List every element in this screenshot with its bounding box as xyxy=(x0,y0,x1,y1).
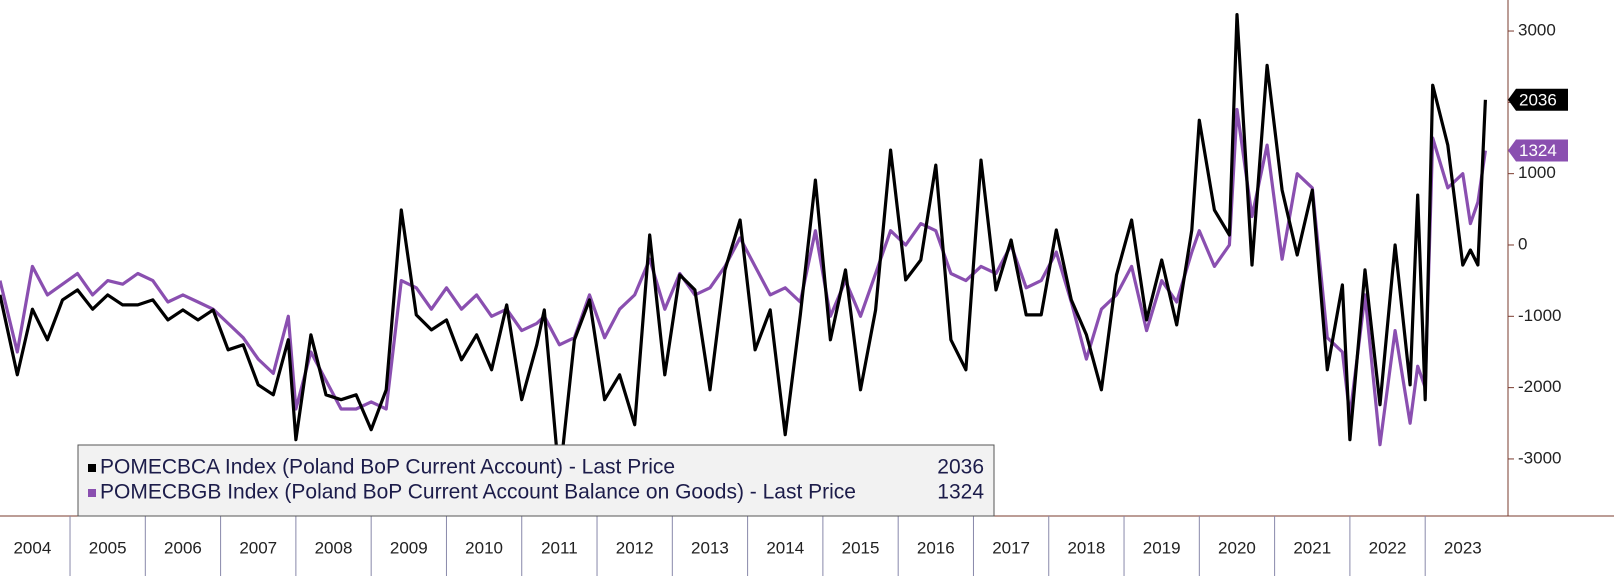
y-tick-label: -3000 xyxy=(1518,448,1561,467)
x-tick-label: 2011 xyxy=(541,538,578,557)
y-tick-label: -2000 xyxy=(1518,377,1561,396)
series-line xyxy=(0,13,1487,482)
last-value-tag xyxy=(1508,139,1568,162)
x-tick-label: 2013 xyxy=(691,538,729,557)
plot xyxy=(0,13,1487,482)
legend-marker xyxy=(88,464,96,472)
last-value-tag xyxy=(1508,88,1568,111)
x-tick-label: 2016 xyxy=(917,538,955,557)
x-tick-label: 2014 xyxy=(766,538,804,557)
legend-value: 2036 xyxy=(937,456,984,479)
y-tick-label: 3000 xyxy=(1518,21,1556,40)
series-line xyxy=(0,107,1487,447)
x-tick-label: 2023 xyxy=(1444,538,1482,557)
y-tick-label: 1000 xyxy=(1518,163,1556,182)
last-value-label: 1324 xyxy=(1519,141,1557,160)
x-tick-label: 2008 xyxy=(315,538,353,557)
x-tick-label: 2015 xyxy=(842,538,880,557)
legend-label: POMECBCA Index (Poland BoP Current Accou… xyxy=(100,456,675,479)
x-tick-label: 2004 xyxy=(13,538,51,557)
x-tick-label: 2018 xyxy=(1067,538,1105,557)
x-tick-label: 2012 xyxy=(616,538,654,557)
x-tick-label: 2005 xyxy=(89,538,127,557)
legend-marker xyxy=(88,489,96,497)
legend-value: 1324 xyxy=(937,481,984,504)
x-tick-label: 2007 xyxy=(239,538,277,557)
y-tick-label: 0 xyxy=(1518,234,1527,253)
legend-label: POMECBGB Index (Poland BoP Current Accou… xyxy=(100,481,856,504)
x-tick-label: 2022 xyxy=(1369,538,1407,557)
legend-box xyxy=(77,444,995,517)
x-tick-label: 2010 xyxy=(465,538,503,557)
y-tick-label: -1000 xyxy=(1518,306,1561,325)
x-tick-label: 2009 xyxy=(390,538,428,557)
x-tick-label: 2020 xyxy=(1218,538,1256,557)
x-tick-label: 2017 xyxy=(992,538,1030,557)
last-value-label: 2036 xyxy=(1519,90,1557,109)
x-tick-label: 2021 xyxy=(1293,538,1331,557)
x-tick-label: 2006 xyxy=(164,538,202,557)
x-tick-label: 2019 xyxy=(1143,538,1181,557)
